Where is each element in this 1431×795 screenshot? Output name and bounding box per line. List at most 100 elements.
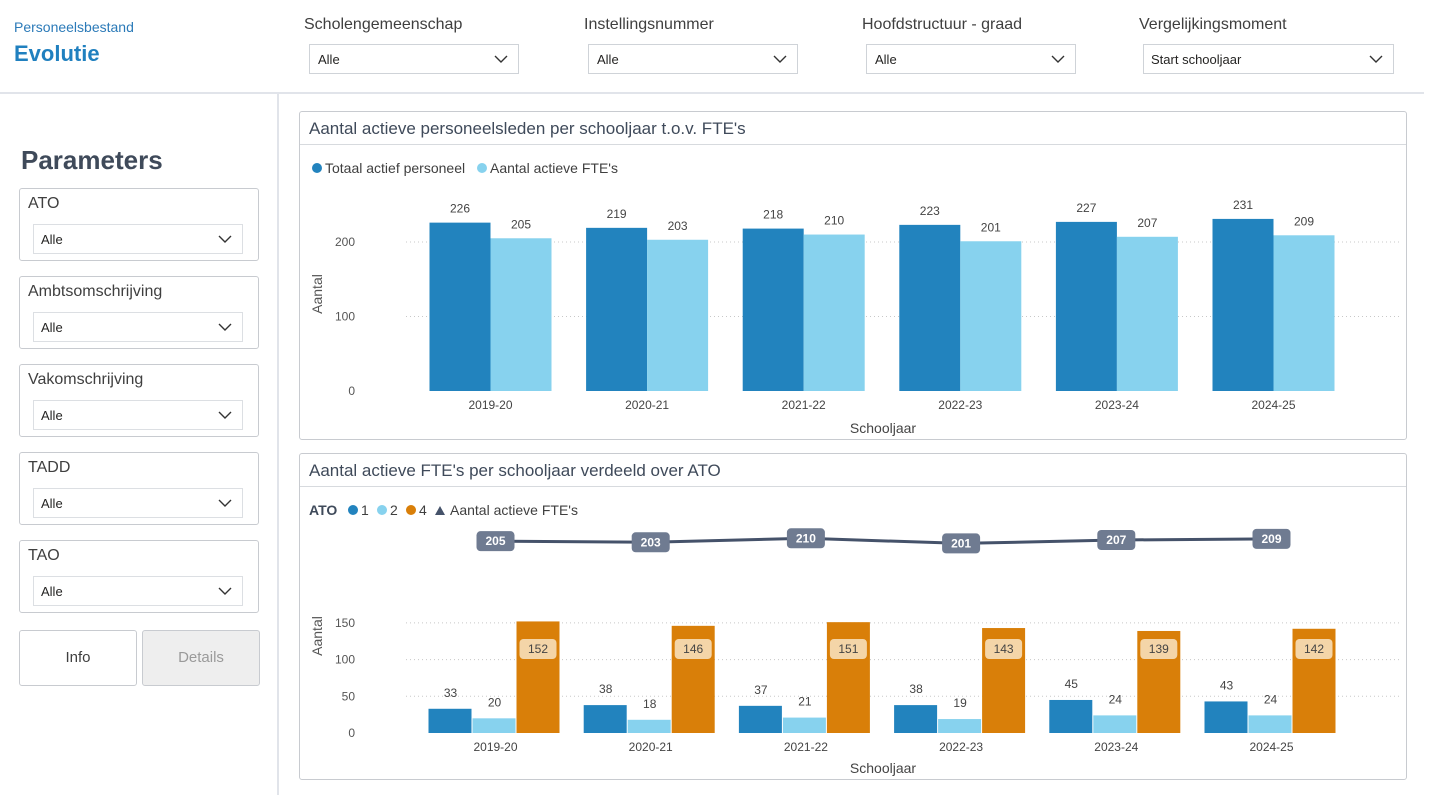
data-label-box	[829, 639, 867, 659]
ato-dropdown[interactable]: Alle	[33, 224, 243, 254]
x-axis-title: Schooljaar	[850, 760, 916, 776]
x-tick-label: 2023-24	[1095, 398, 1139, 412]
chevron-down-icon	[218, 499, 232, 507]
data-label: 226	[450, 202, 470, 216]
chart-personeel-vs-fte-plot: Totaal actief personeel Aantal actieve FT…	[309, 160, 1400, 436]
param-tao: TAO Alle	[19, 540, 259, 613]
filter-hoofdstructuur: Hoofdstructuur - graad Alle	[862, 14, 1076, 74]
instellingsnummer-dropdown[interactable]: Alle	[588, 44, 798, 74]
bar-ato-2	[1093, 715, 1137, 733]
line-data-label: 203	[641, 535, 661, 549]
data-label: 21	[798, 695, 812, 709]
chart-fte-per-ato: Aantal actieve FTE's per schooljaar verd…	[299, 453, 1407, 780]
chevron-down-icon	[218, 411, 232, 419]
info-button[interactable]: Info	[19, 630, 137, 686]
filter-instellingsnummer: Instellingsnummer Alle	[584, 14, 798, 74]
hoofdstructuur-dropdown[interactable]: Alle	[866, 44, 1076, 74]
data-label: 219	[607, 207, 627, 221]
bar-ato-1	[738, 705, 782, 733]
param-ambtsomschrijving: Ambtsomschrijving Alle	[19, 276, 259, 349]
param-label: Vakomschrijving	[28, 371, 144, 388]
y-axis-title: Aantal	[309, 274, 325, 314]
bar-personeel	[1212, 218, 1274, 391]
data-label: 142	[1304, 642, 1324, 656]
y-tick-label: 100	[335, 653, 355, 667]
data-label-box	[1295, 639, 1333, 659]
data-label: 24	[1264, 692, 1278, 706]
details-button[interactable]: Details	[142, 630, 260, 686]
chart-title: Aantal actieve personeelsleden per schoo…	[300, 112, 1406, 145]
legend-label: Aantal actieve FTE's	[450, 502, 578, 518]
data-label: 223	[920, 204, 940, 218]
ambtsomschrijving-dropdown[interactable]: Alle	[33, 312, 243, 342]
data-label: 38	[909, 682, 923, 696]
y-tick-label: 0	[348, 384, 355, 398]
bar-personeel	[586, 227, 648, 391]
parameters-title: Parameters	[21, 145, 163, 175]
tao-dropdown[interactable]: Alle	[33, 576, 243, 606]
bar-ato-2	[782, 717, 826, 733]
bar-fte	[1273, 235, 1335, 391]
data-label: 210	[824, 214, 844, 228]
data-label: 227	[1076, 201, 1096, 215]
data-label-box	[519, 639, 557, 659]
y-tick-label: 0	[348, 726, 355, 740]
line-data-label: 207	[1106, 533, 1126, 547]
scholengemeenschap-dropdown[interactable]: Alle	[309, 44, 519, 74]
legend-label: Aantal actieve FTE's	[490, 160, 618, 176]
bar-ato-1	[894, 705, 938, 733]
data-label: 205	[511, 217, 531, 231]
chevron-down-icon	[1369, 55, 1383, 63]
y-tick-label: 200	[335, 235, 355, 249]
line-label-box	[631, 532, 670, 553]
chart-fte-per-ato-plot: ATO 1 2 4 Aantal actieve FTE's050100150Aanta…	[309, 502, 1400, 776]
vakomschrijving-dropdown[interactable]: Alle	[33, 400, 243, 430]
data-label: 18	[643, 697, 657, 711]
bar-ato-1	[1204, 701, 1248, 733]
filter-scholengemeenschap: Scholengemeenschap Alle	[304, 14, 519, 74]
chevron-down-icon	[773, 55, 787, 63]
chevron-down-icon	[218, 587, 232, 595]
breadcrumb[interactable]: Personeelsbestand	[14, 19, 134, 35]
line-data-label: 205	[485, 534, 505, 548]
bar-personeel	[429, 222, 491, 391]
legend-marker	[377, 505, 387, 515]
bar-ato-2	[938, 719, 982, 733]
data-label: 146	[683, 642, 703, 656]
x-tick-label: 2020-21	[625, 398, 669, 412]
bar-ato-2	[472, 718, 516, 733]
dropdown-value: Alle	[41, 408, 63, 423]
x-tick-label: 2020-21	[629, 740, 673, 754]
data-label: 207	[1137, 216, 1157, 230]
x-tick-label: 2021-22	[784, 740, 828, 754]
data-label: 231	[1233, 198, 1253, 212]
x-tick-label: 2021-22	[782, 398, 826, 412]
legend-marker	[477, 163, 487, 173]
param-ato: ATO Alle	[19, 188, 259, 261]
param-label: Ambtsomschrijving	[28, 283, 163, 300]
bar-ato-1	[1049, 699, 1093, 733]
y-tick-label: 150	[335, 616, 355, 630]
vergelijkingsmoment-dropdown[interactable]: Start schooljaar	[1143, 44, 1394, 74]
filter-label: Vergelijkingsmoment	[1139, 16, 1287, 33]
dropdown-value: Alle	[41, 232, 63, 247]
data-label: 43	[1220, 678, 1234, 692]
x-tick-label: 2022-23	[938, 398, 982, 412]
param-label: ATO	[28, 195, 60, 212]
data-label: 151	[838, 642, 858, 656]
data-label: 203	[668, 219, 688, 233]
filter-label: Instellingsnummer	[584, 16, 714, 33]
chevron-down-icon	[494, 55, 508, 63]
line-data-label: 201	[951, 536, 971, 550]
x-tick-label: 2019-20	[473, 740, 517, 754]
data-label-box	[1140, 639, 1178, 659]
chevron-down-icon	[218, 323, 232, 331]
data-label: 143	[994, 642, 1014, 656]
filter-label: Hoofdstructuur - graad	[862, 16, 1023, 33]
dropdown-value: Alle	[597, 52, 619, 67]
filter-label: Scholengemeenschap	[304, 16, 463, 33]
chevron-down-icon	[1051, 55, 1065, 63]
bar-fte	[960, 241, 1022, 391]
param-vakomschrijving: Vakomschrijving Alle	[19, 364, 259, 437]
tadd-dropdown[interactable]: Alle	[33, 488, 243, 518]
